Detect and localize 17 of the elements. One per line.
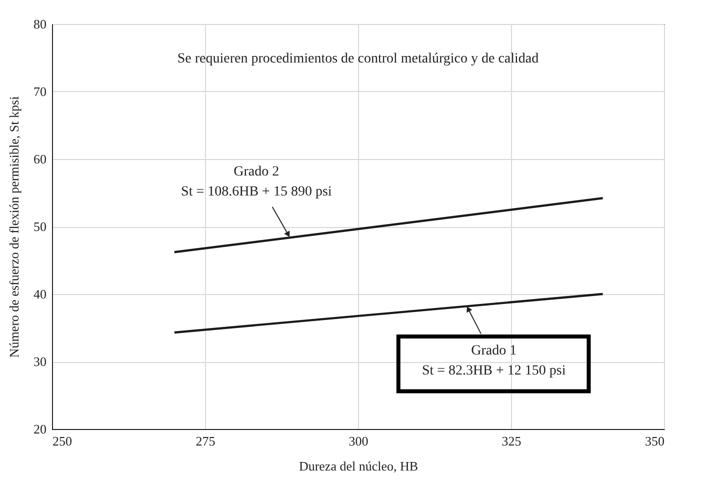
x-tick-label: 350 — [645, 434, 664, 448]
y-tick-label: 40 — [34, 286, 46, 302]
x-axis-title: Dureza del núcleo, HB — [298, 458, 418, 474]
y-tick-label: 30 — [34, 354, 46, 369]
y-tick-label: 70 — [34, 84, 46, 99]
annotation: Grado 1 St = 82.3HB + 12 150 psi — [422, 343, 566, 378]
x-tick-label: 275 — [196, 434, 216, 448]
annotation: Grado 2 St = 108.6HB + 15 890 psi — [181, 164, 332, 200]
annotation: Se requieren procedimientos de control metalúrgico y de calidad — [177, 51, 539, 66]
x-tick-label: 325 — [502, 434, 522, 448]
y-tick-label: 60 — [34, 152, 46, 166]
y-tick-label: 20 — [34, 422, 46, 436]
y-tick-label: 50 — [34, 219, 46, 234]
x-tick-label: 300 — [348, 434, 368, 448]
y-tick-label: 80 — [34, 16, 46, 32]
y-axis-title: Número de esfuerzo de flexión permisible, St kpsi — [6, 96, 22, 358]
x-tick-label: 250 — [52, 434, 72, 448]
